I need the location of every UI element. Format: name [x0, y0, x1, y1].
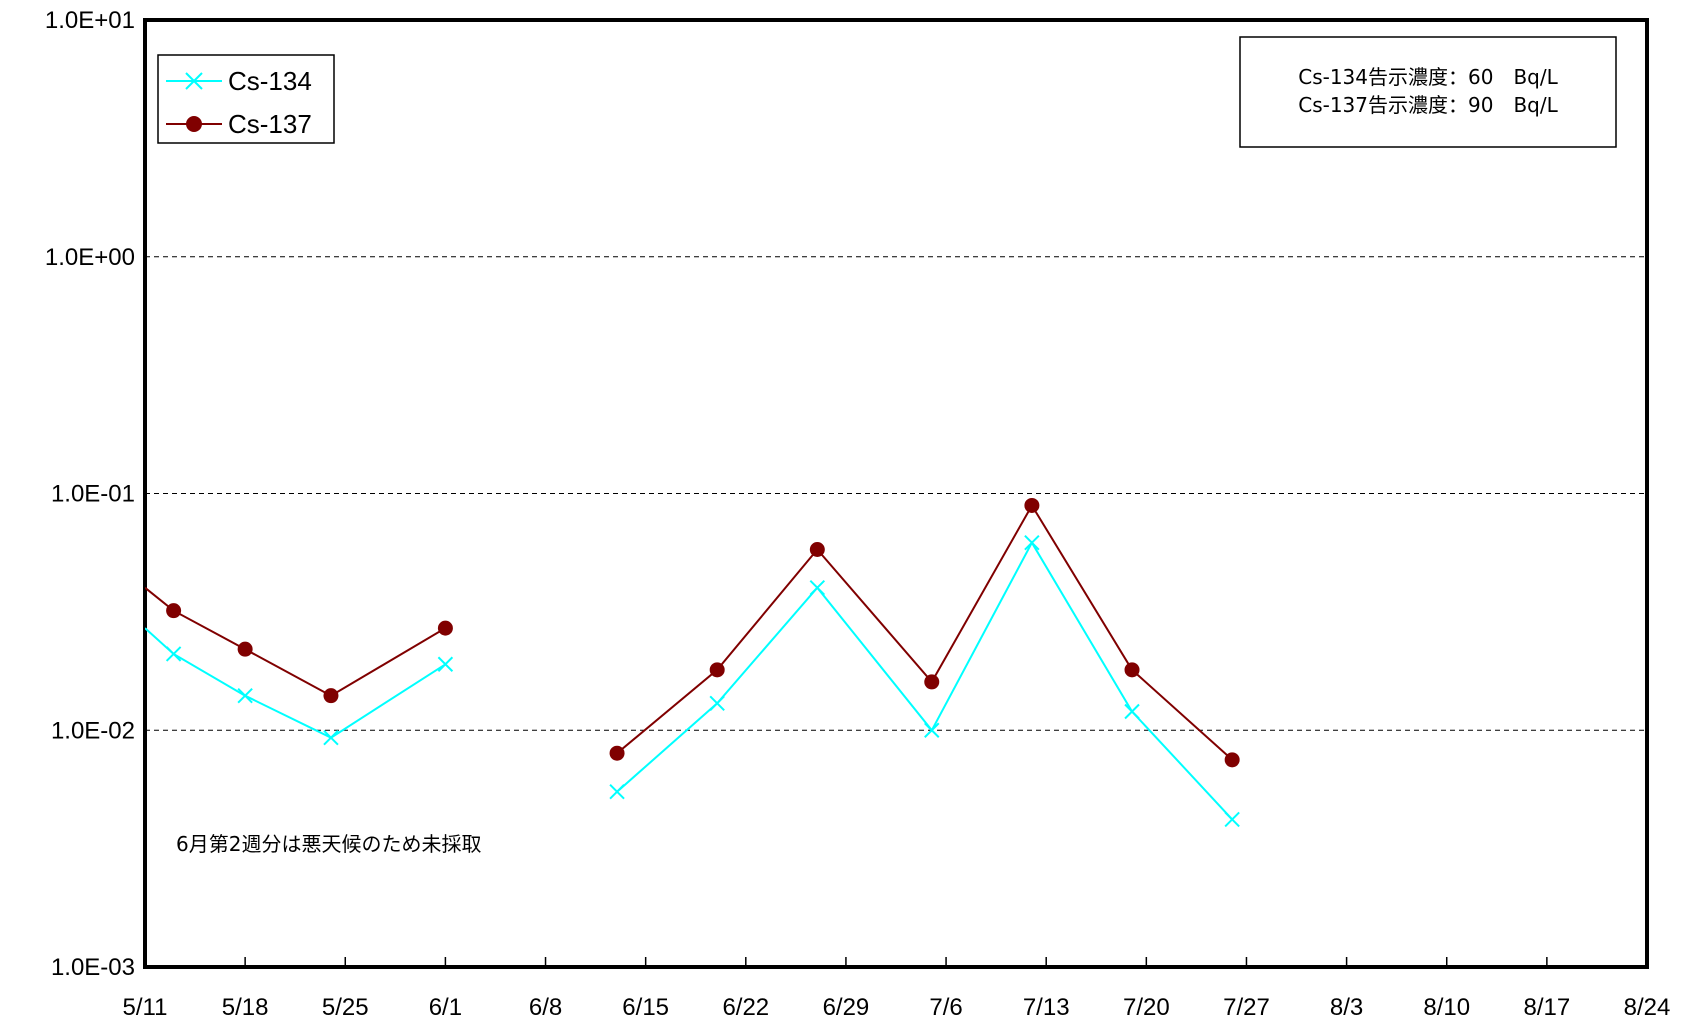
y-tick-label: 1.0E-03	[51, 954, 135, 981]
plot-frame	[143, 18, 1649, 969]
data-point-cs137	[166, 603, 182, 619]
x-tick-label: 5/11	[123, 994, 168, 1021]
data-point-cs134	[1224, 811, 1240, 828]
x-tick-label: 6/15	[622, 994, 669, 1021]
data-point-cs134	[437, 656, 454, 672]
x-tick-label: 6/8	[529, 994, 562, 1021]
info-line-cs134: Cs-134告示濃度：60 Bq/L	[1298, 65, 1558, 89]
legend: Cs-134 Cs-137	[157, 54, 335, 144]
series-layer	[145, 497, 1240, 828]
x-tick-label: 8/24	[1624, 994, 1671, 1021]
series-line-cs-134	[145, 627, 446, 739]
data-point-cs137	[1224, 752, 1240, 768]
x-tick-label: 5/18	[222, 994, 269, 1021]
data-point-cs137	[437, 620, 453, 636]
data-point-cs134	[165, 646, 182, 662]
x-tick-label: 8/3	[1330, 994, 1363, 1021]
legend-marker-cs137	[186, 116, 202, 132]
data-point-cs134	[237, 687, 253, 704]
x-tick-label: 6/1	[429, 994, 462, 1021]
data-point-cs134	[709, 695, 725, 711]
data-point-cs134	[609, 784, 625, 800]
data-point-cs134	[809, 580, 826, 596]
missing-data-note: 6月第2週分は悪天候のため未採取	[176, 832, 481, 856]
data-point-cs134	[1124, 703, 1140, 720]
data-point-cs137	[924, 674, 940, 690]
data-point-cs137	[709, 662, 725, 678]
data-point-cs134	[924, 722, 940, 738]
legend-label-cs137: Cs-137	[228, 109, 312, 139]
y-tick-label: 1.0E+00	[45, 244, 135, 271]
info-line-cs137: Cs-137告示濃度：90 Bq/L	[1298, 93, 1558, 117]
grid-lines	[145, 256, 1647, 731]
x-tick-label: 7/6	[929, 994, 962, 1021]
legend-marker-cs134	[185, 72, 203, 90]
data-point-cs137	[323, 688, 339, 704]
x-tick-label: 6/22	[722, 994, 769, 1021]
data-point-cs137	[809, 542, 825, 558]
x-tick-label: 6/29	[823, 994, 870, 1021]
y-tick-label: 1.0E+01	[45, 7, 135, 34]
legend-label-cs134: Cs-134	[228, 66, 312, 96]
axes: 1.0E-03 1.0E-02 1.0E-01 1.0E+00 1.0E+01 5/11 5…	[45, 7, 1670, 1021]
x-tick-label: 8/10	[1423, 994, 1470, 1021]
data-point-cs137	[1024, 497, 1040, 513]
x-tick-label: 7/13	[1023, 994, 1070, 1021]
info-box-frame	[1239, 36, 1617, 148]
data-point-cs134	[1024, 534, 1040, 551]
data-point-cs137	[1124, 662, 1140, 678]
limit-info-box: Cs-134告示濃度：60 Bq/L Cs-137告示濃度：90 Bq/L	[1239, 36, 1617, 148]
data-point-cs134	[323, 730, 339, 746]
x-tick-label: 8/17	[1524, 994, 1571, 1021]
data-point-cs137	[237, 641, 253, 657]
x-tick-label: 7/27	[1223, 994, 1270, 1021]
data-point-cs137	[609, 745, 625, 761]
x-tick-label: 7/20	[1123, 994, 1170, 1021]
series-line-cs-137	[145, 586, 446, 697]
y-tick-label: 1.0E-02	[51, 717, 135, 744]
y-tick-label: 1.0E-01	[51, 481, 135, 508]
x-tick-label: 5/25	[322, 994, 369, 1021]
